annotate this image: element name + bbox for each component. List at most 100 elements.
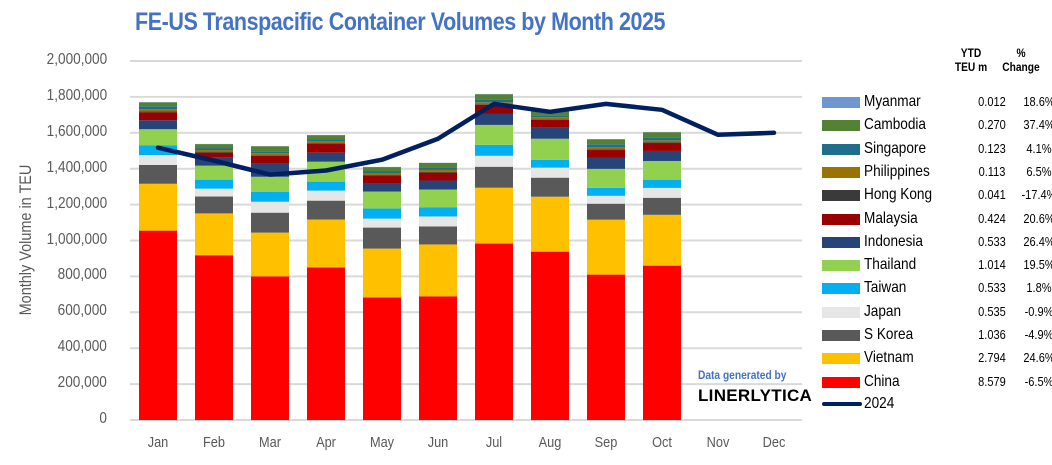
bar-segment-philippines (307, 141, 345, 144)
bar-segment-hong-kong (643, 142, 681, 144)
legend-label: S Korea (864, 326, 914, 343)
x-tick-label: Feb (203, 434, 225, 451)
legend-pct-change: 24.6% (1023, 350, 1052, 366)
legend-swatch (822, 120, 860, 132)
y-tick-label: 400,000 (57, 338, 107, 356)
bar-segment-singapore (251, 151, 289, 154)
bar-segment-thailand (531, 138, 569, 160)
y-tick-label: 200,000 (57, 374, 107, 392)
bar-segment-china (419, 296, 457, 420)
legend-swatch (822, 283, 860, 295)
bar-segment-vietnam (531, 196, 569, 252)
bar-segment-singapore (587, 144, 625, 148)
legend-label: Malaysia (864, 209, 918, 227)
bar-segment-cambodia (251, 146, 289, 152)
legend-label: Philippines (864, 162, 930, 180)
bar-segment-japan (139, 155, 177, 165)
y-tick-label: 1,200,000 (46, 194, 107, 212)
legend-ytd-value: 0.012 (978, 94, 1006, 109)
line-series-2024 (155, 101, 777, 177)
bar-segment-philippines (531, 117, 569, 120)
bar-segment-malaysia (587, 150, 625, 158)
bar-segment-taiwan (251, 191, 289, 202)
x-tick-label: Jul (485, 434, 503, 451)
bar-segment-hong-kong (251, 155, 289, 156)
x-tick-label: Mar (259, 434, 281, 451)
x-tick-label: Jun (427, 434, 449, 451)
bar-segment-indonesia (587, 157, 625, 169)
x-tick-label: Jan (147, 434, 169, 451)
legend-label: Taiwan (864, 279, 907, 297)
bar-segment-hong-kong (307, 143, 345, 144)
legend-ytd-value: 8.579 (978, 373, 1006, 389)
legend-entry-2024: 2024 (822, 393, 1052, 415)
bar-segment-hong-kong (139, 111, 177, 113)
bar-segment-japan (475, 155, 513, 167)
bar-segment-indonesia (475, 113, 513, 125)
legend-entry: Myanmar 0.012 18.6% (822, 91, 1052, 113)
legend-entry: Japan 0.535 -0.9% (822, 301, 1052, 323)
watermark-caption: Data generated by (698, 368, 787, 382)
bar-segment-cambodia (643, 132, 681, 138)
watermark-brand: LINERLYTICA (698, 386, 813, 405)
y-tick-label: 1,600,000 (46, 122, 107, 140)
bar-segment-thailand (475, 124, 513, 145)
legend-pct-change: 18.6% (1023, 94, 1052, 109)
bar-segment-cambodia (307, 135, 345, 140)
bar-segment-vietnam (307, 219, 345, 268)
bar-segment-malaysia (251, 155, 289, 164)
bar-segment-s-korea (587, 203, 625, 220)
x-tick-label: Nov (706, 434, 730, 451)
legend-label: Singapore (864, 139, 927, 157)
legend-label: Myanmar (864, 93, 921, 110)
bar-segment-china (139, 230, 177, 420)
x-tick-label: Dec (762, 434, 786, 451)
bar-segment-hong-kong (587, 149, 625, 151)
legend-label: Japan (864, 302, 902, 320)
legend-label: Hong Kong (864, 186, 933, 204)
legend-label: Thailand (864, 256, 917, 274)
y-tick-label: 600,000 (57, 302, 107, 320)
legend-label: Indonesia (864, 232, 923, 250)
bar-segment-philippines (139, 109, 177, 112)
bar-segment-indonesia (363, 183, 401, 192)
bar-segment-thailand (195, 165, 233, 180)
legend-ytd-value: 0.424 (978, 210, 1006, 226)
bar-segment-singapore (363, 171, 401, 174)
legend-swatch (822, 306, 860, 318)
bar-segment-vietnam (363, 248, 401, 298)
legend-swatch (822, 190, 860, 202)
bar-segment-malaysia (363, 175, 401, 184)
bar-segment-cambodia (139, 102, 177, 107)
bar-segment-malaysia (531, 119, 569, 128)
legend-entry: Philippines 0.113 6.5% (822, 161, 1052, 183)
legend-pct-change: 19.5% (1023, 257, 1052, 273)
bar-segment-thailand (139, 129, 177, 146)
bar-segment-philippines (251, 153, 289, 156)
legend-entry: Hong Kong 0.041 -17.4% (822, 184, 1052, 206)
bar-segment-taiwan (531, 159, 569, 168)
legend-header-ytd-line2: TEU m (954, 60, 988, 74)
legend-ytd-value: 0.041 (978, 187, 1006, 203)
legend-header-pct-line1: % (1016, 46, 1026, 60)
legend-header-pct-line2: Change (1002, 60, 1040, 74)
legend-pct-change: 4.1% (1026, 140, 1052, 156)
bar-segment-japan (643, 187, 681, 198)
bar-segment-s-korea (643, 197, 681, 215)
bar-segment-s-korea (139, 164, 177, 184)
x-tick-label: Apr (316, 434, 336, 451)
bar-segment-cambodia (195, 144, 233, 149)
bar-segment-china (531, 251, 569, 420)
bar-segment-s-korea (531, 177, 569, 197)
bar-segment-taiwan (195, 179, 233, 189)
bar-segment-vietnam (475, 187, 513, 244)
legend-header-pct: % Change (1000, 46, 1043, 74)
legend-header-ytd: YTD TEU m (951, 46, 990, 74)
bar-segment-singapore (643, 137, 681, 141)
legend-swatch (822, 260, 860, 272)
y-tick-label: 1,400,000 (46, 158, 107, 176)
bar-segment-hong-kong (195, 152, 233, 153)
bar-segment-thailand (251, 176, 289, 192)
y-tick-label: 1,800,000 (46, 86, 107, 104)
